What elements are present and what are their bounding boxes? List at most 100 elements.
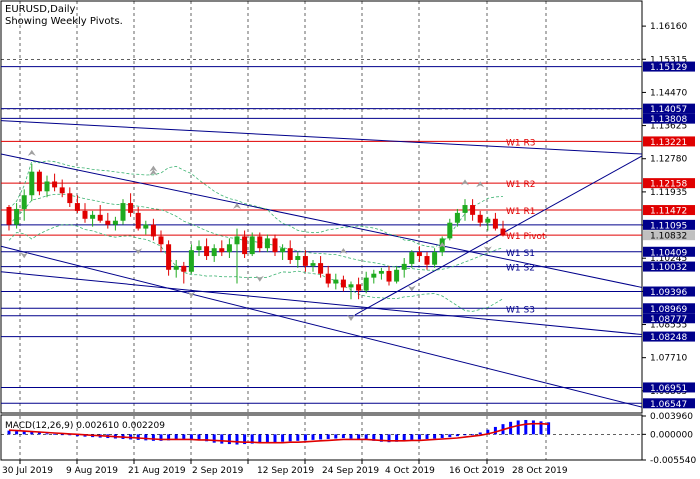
candle-body [454, 212, 460, 223]
trend-line [0, 153, 643, 288]
fractal-down-arrow [407, 285, 416, 292]
price-box-label: 1.10032 [650, 263, 687, 273]
candle-body [29, 171, 35, 196]
candle-body [416, 252, 422, 257]
trend-line [0, 245, 643, 408]
candle-body [333, 279, 339, 284]
macd-histogram-bar [37, 432, 41, 435]
price-box [643, 61, 695, 72]
date-label: 28 Oct 2019 [512, 466, 568, 476]
candle-body [432, 252, 438, 265]
price-box-label: 1.15129 [650, 63, 687, 73]
fractal-up-arrow [233, 202, 241, 209]
candle-body [280, 248, 286, 253]
macd-tick-label: 0.003960 [650, 412, 693, 422]
pivot-label: W1 Pivot [506, 232, 546, 242]
date-label: 24 Sep 2019 [322, 466, 379, 476]
macd-histogram-bar [539, 421, 543, 435]
candle-body [21, 195, 27, 209]
macd-histogram-bar [531, 420, 535, 435]
price-box [643, 178, 695, 189]
macd-histogram-bar [288, 434, 292, 442]
main-chart-frame[interactable] [0, 0, 643, 414]
price-box [643, 230, 695, 241]
price-box [643, 136, 695, 147]
macd-histogram-bar [402, 434, 406, 441]
price-box-label: 1.08777 [650, 315, 687, 325]
candle-body [150, 224, 156, 237]
candle-body [135, 212, 141, 229]
fractal-up-arrow [476, 181, 485, 188]
price-box [643, 286, 695, 297]
price-tick-label: 1.14470 [650, 88, 687, 98]
macd-histogram-bar [448, 434, 452, 438]
macd-histogram-bar [410, 434, 414, 440]
macd-histogram-bar [319, 434, 323, 440]
macd-histogram-bar [182, 434, 186, 440]
pivot-labels: W1 R3 W1 R2 W1 R1 W1 Pivot W1 S1 W1 S2 W1 S3 [506, 138, 546, 315]
fractal-arrows [20, 149, 492, 321]
candle-body [143, 224, 149, 229]
bollinger-lower [8, 224, 504, 312]
macd-histogram-bar [425, 434, 429, 439]
candle-body [158, 236, 164, 245]
macd-label: MACD(12,26,9) 0.002610 0.002209 [5, 421, 165, 431]
macd-histogram-bar [463, 434, 467, 436]
macd-histogram-bar [235, 434, 239, 445]
candle-body [181, 265, 187, 272]
candle-body [242, 236, 248, 255]
macd-histogram-bar [440, 434, 444, 439]
date-axis: 30 Jul 2019 9 Aug 2019 21 Aug 2019 2 Sep 20… [2, 460, 568, 476]
price-box [643, 331, 695, 342]
candle-body [363, 277, 369, 291]
candle-body [74, 203, 80, 211]
candle-body [257, 236, 263, 249]
price-tick-label: 1.13625 [650, 122, 687, 132]
candle-body [356, 284, 362, 291]
macd-histogram-bar [144, 434, 148, 441]
candle-body [52, 181, 58, 188]
macd-histogram-bar [334, 434, 338, 439]
macd-histogram-bar [189, 434, 193, 440]
date-label: 12 Sep 2019 [257, 466, 314, 476]
macd-histogram-bar [258, 434, 262, 444]
candle-body [36, 171, 42, 192]
fractal-down-arrow [187, 291, 196, 298]
candle-body [401, 263, 407, 270]
candle-body [82, 210, 88, 219]
candle-body [166, 244, 172, 270]
price-tick-label: 1.11935 [650, 188, 687, 198]
fractal-up-arrow [149, 169, 158, 176]
price-box [643, 103, 695, 114]
fractal-down-arrow [255, 275, 264, 282]
candle-body [447, 222, 453, 239]
fractal-up-arrow [438, 242, 447, 249]
price-box [643, 303, 695, 314]
macd-histogram-bar [296, 434, 300, 441]
price-box [643, 261, 695, 272]
macd-histogram-bar [60, 434, 64, 436]
candle-body [67, 193, 73, 204]
pivot-label: W1 R1 [506, 207, 535, 217]
price-tick-label: 1.10245 [650, 254, 687, 264]
date-label: 2 Sep 2019 [192, 466, 244, 476]
candle-body [287, 248, 293, 260]
candle-body [14, 208, 20, 225]
candle-body [302, 256, 308, 266]
candle-body [318, 263, 324, 274]
bollinger-upper [8, 160, 504, 248]
candle-body [310, 263, 316, 266]
candle-body [6, 207, 12, 225]
macd-histogram-bar [395, 434, 399, 442]
macd-histogram-bar [265, 434, 269, 443]
macd-tick-label: -0.005540 [650, 456, 696, 466]
macd-histogram-bar [151, 434, 155, 441]
macd-histogram-bar [433, 434, 437, 439]
macd-histogram-bar [174, 434, 178, 440]
macd-histogram-bar [30, 432, 34, 435]
trend-lines [0, 120, 643, 408]
candle-body [188, 250, 194, 272]
price-box-label: 1.09396 [650, 288, 687, 298]
